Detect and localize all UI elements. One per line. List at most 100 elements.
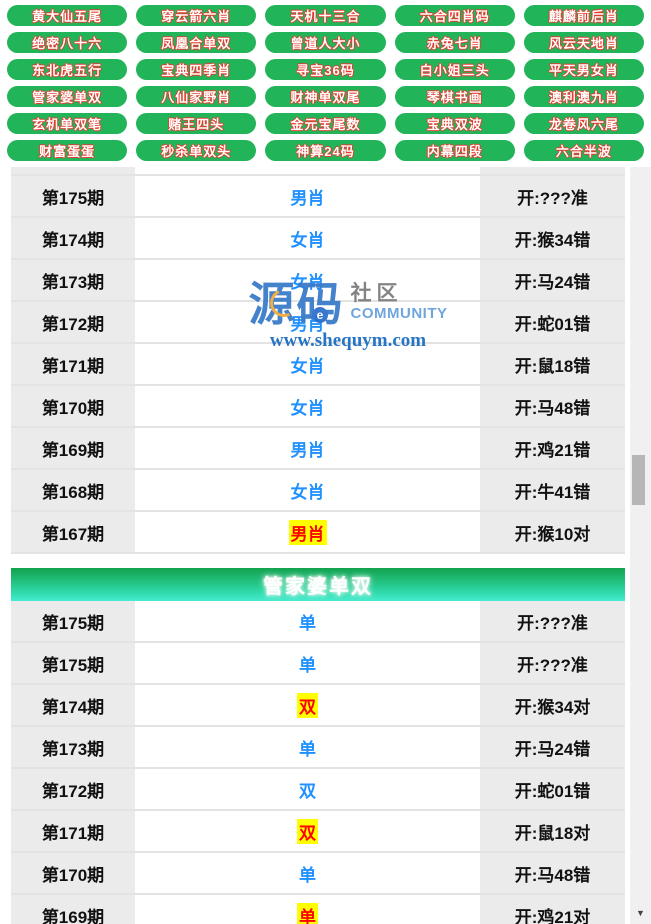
pick-value: 男肖 [290, 440, 325, 460]
period-cell: 第175期 [11, 601, 135, 641]
pick-value-hit: 双 [297, 818, 318, 844]
nav-button-grid: 黄大仙五尾 穿云箭六肖 天机十三合 六合四肖码 麒麟前后肖绝密八十六 凤凰合单双 曾道人大小… [0, 0, 651, 167]
nav-button[interactable]: 天机十三合 [265, 5, 386, 26]
table-row: 第173期 女肖 开:马24错 [11, 260, 625, 302]
content-area: 第175期 男肖 开:???准 第174期 女肖 开:猴34错 第173期 女肖 开:马24错第… [0, 167, 651, 924]
pick-value-hit: 单 [297, 902, 318, 924]
pick-cell: 男肖 [138, 428, 477, 468]
period-cell: 第171期 [11, 344, 135, 384]
prediction-table-odd-even: 第175期单开:???准 第175期单开:???准 第174期双开:猴34对 第173… [11, 601, 625, 924]
result-cell: 开:马24错 [480, 260, 625, 300]
table-row: 第171期 双 开:鼠18对 [11, 811, 625, 853]
nav-button[interactable]: 赤兔七肖 [394, 32, 515, 53]
scrollbar-thumb[interactable] [632, 455, 645, 505]
scrollbar-down-arrow-icon[interactable]: ▼ [636, 908, 645, 918]
nav-button[interactable]: 玄机单双笔 [7, 113, 128, 134]
nav-button[interactable]: 财神单双尾 [265, 86, 386, 107]
pick-value: 单 [299, 613, 316, 633]
pick-cell: 女肖 [138, 344, 477, 384]
pick-cell: 单 [138, 895, 477, 924]
table-row: 第170期 女肖 开:马48错 [11, 386, 625, 428]
nav-button[interactable]: 凤凰合单双 [136, 32, 257, 53]
nav-button[interactable]: 六合半波 [523, 140, 644, 161]
nav-button[interactable]: 穿云箭六肖 [136, 5, 257, 26]
nav-button[interactable]: 曾道人大小 [265, 32, 386, 53]
nav-button[interactable]: 管家婆单双 [7, 86, 128, 107]
pick-cell: 男肖 [138, 176, 477, 216]
period-cell: 第175期 [11, 643, 135, 683]
pick-value: 女肖 [290, 356, 325, 376]
pick-value: 单 [299, 655, 316, 675]
pick-cell: 男肖 [138, 302, 477, 342]
period-cell: 第168期 [11, 470, 135, 510]
nav-button[interactable]: 风云天地肖 [523, 32, 644, 53]
nav-button[interactable]: 龙卷风六尾 [523, 113, 644, 134]
prediction-table-male-female: 第175期 男肖 开:???准 第174期 女肖 开:猴34错 第173期 女肖 开:马24错第… [11, 176, 625, 554]
result-cell: 开:鼠18错 [480, 344, 625, 384]
pick-value: 单 [299, 739, 316, 759]
table-row: 第175期 单 开:???准 [11, 643, 625, 685]
pick-value: 男肖 [290, 188, 325, 208]
nav-button[interactable]: 黄大仙五尾 [7, 5, 128, 26]
period-cell: 第172期 [11, 769, 135, 809]
period-cell: 第174期 [11, 218, 135, 258]
nav-button[interactable]: 秒杀单双头 [136, 140, 257, 161]
period-cell: 第169期 [11, 895, 135, 924]
pick-value-hit: 双 [297, 692, 318, 718]
clipped-table-row [11, 167, 625, 176]
nav-button[interactable]: 金元宝尾数 [265, 113, 386, 134]
pick-value: 女肖 [290, 272, 325, 292]
scrollbar-track[interactable]: ▼ [630, 167, 651, 924]
pick-value: 女肖 [290, 482, 325, 502]
period-cell: 第169期 [11, 428, 135, 468]
result-cell: 开:???准 [480, 643, 625, 683]
nav-button[interactable]: 绝密八十六 [7, 32, 128, 53]
nav-button[interactable]: 宝典双波 [394, 113, 515, 134]
nav-button[interactable]: 财富蛋蛋 [7, 140, 128, 161]
pick-cell: 单 [138, 853, 477, 893]
nav-button[interactable]: 八仙家野肖 [136, 86, 257, 107]
nav-button[interactable]: 白小姐三头 [394, 59, 515, 80]
nav-button[interactable]: 东北虎五行 [7, 59, 128, 80]
period-cell: 第170期 [11, 386, 135, 426]
table-row: 第170期 单 开:马48错 [11, 853, 625, 895]
scroll-content: 第175期 男肖 开:???准 第174期 女肖 开:猴34错 第173期 女肖 开:马24错第… [11, 167, 625, 924]
table-row: 第174期 双 开:猴34对 [11, 685, 625, 727]
nav-button[interactable]: 神算24码 [265, 140, 386, 161]
table-row: 第171期 女肖 开:鼠18错 [11, 344, 625, 386]
pick-value: 双 [299, 781, 316, 801]
pick-cell: 双 [138, 811, 477, 851]
period-cell: 第170期 [11, 853, 135, 893]
result-cell: 开:马48错 [480, 853, 625, 893]
nav-button[interactable]: 澳利澳九肖 [523, 86, 644, 107]
nav-button[interactable]: 六合四肖码 [394, 5, 515, 26]
pick-cell: 女肖 [138, 470, 477, 510]
pick-cell: 单 [138, 727, 477, 767]
result-cell: 开:猴10对 [480, 512, 625, 552]
table-row: 第173期 单 开:马24错 [11, 727, 625, 769]
result-cell: 开:蛇01错 [480, 769, 625, 809]
pick-value: 单 [299, 865, 316, 885]
result-cell: 开:鼠18对 [480, 811, 625, 851]
result-cell: 开:猴34错 [480, 218, 625, 258]
nav-button[interactable]: 平天男女肖 [523, 59, 644, 80]
period-cell: 第173期 [11, 260, 135, 300]
nav-button[interactable]: 宝典四季肖 [136, 59, 257, 80]
result-cell: 开:???准 [480, 176, 625, 216]
nav-button[interactable]: 琴棋书画 [394, 86, 515, 107]
table-row: 第175期 男肖 开:???准 [11, 176, 625, 218]
nav-button[interactable]: 寻宝36码 [265, 59, 386, 80]
pick-cell: 女肖 [138, 386, 477, 426]
result-cell: 开:马24错 [480, 727, 625, 767]
result-cell: 开:鸡21错 [480, 428, 625, 468]
table-row: 第172期 男肖 开:蛇01错 [11, 302, 625, 344]
result-cell: 开:蛇01错 [480, 302, 625, 342]
nav-button[interactable]: 麒麟前后肖 [523, 5, 644, 26]
pick-cell: 单 [138, 601, 477, 641]
period-cell: 第175期 [11, 176, 135, 216]
pick-cell: 双 [138, 769, 477, 809]
nav-button[interactable]: 赌王四头 [136, 113, 257, 134]
nav-button[interactable]: 内幕四段 [394, 140, 515, 161]
table-row: 第175期 单 开:???准 [11, 601, 625, 643]
pick-value: 女肖 [290, 398, 325, 418]
